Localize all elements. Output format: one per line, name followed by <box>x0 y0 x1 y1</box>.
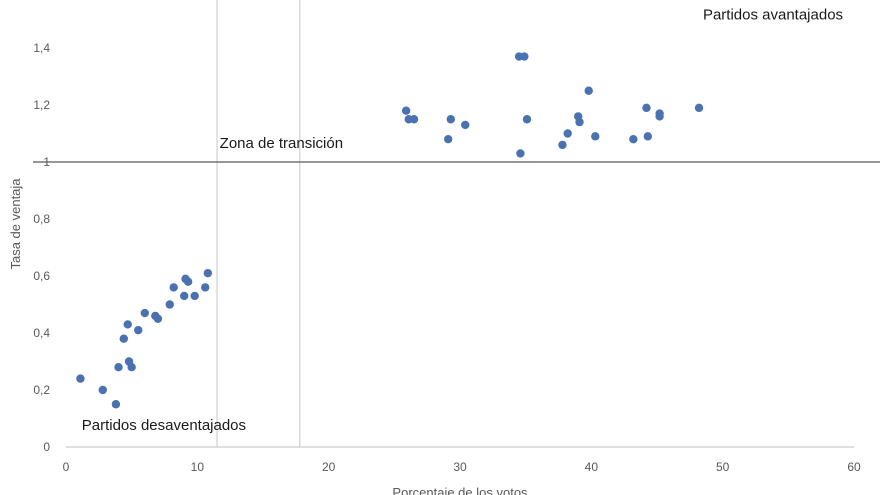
data-point <box>127 363 136 372</box>
data-point <box>203 268 213 278</box>
data-point <box>114 363 123 372</box>
data-point <box>76 374 85 383</box>
x-tick-label: 10 <box>191 460 205 474</box>
data-point <box>183 277 193 286</box>
data-point <box>520 52 529 61</box>
data-point <box>169 283 178 292</box>
data-point <box>190 291 199 301</box>
y-tick-label: 1,2 <box>33 98 50 112</box>
annotation-3: Partidos desaventajados <box>82 417 246 434</box>
x-axis-ticks: 0 10 20 30 40 50 60 <box>63 460 861 474</box>
data-point <box>591 132 600 141</box>
vertical-divider-lines <box>216 0 301 447</box>
data-point <box>629 135 638 144</box>
data-point <box>584 86 593 95</box>
annotation-1: Partidos avantajados <box>703 7 843 24</box>
data-point <box>655 112 664 121</box>
data-point <box>563 129 572 138</box>
data-point <box>119 334 128 343</box>
x-axis-label: Porcentaje de los votos <box>392 485 528 495</box>
data-point <box>443 135 453 144</box>
data-point <box>575 117 584 127</box>
data-point <box>522 115 532 124</box>
annotations: Partidos avantajados Zona de transición Pa… <box>82 7 843 434</box>
y-tick-label: 0 <box>43 440 50 454</box>
data-point <box>111 400 121 409</box>
data-point <box>165 300 174 309</box>
y-tick-label: 0,4 <box>33 326 50 340</box>
data-point <box>446 115 456 124</box>
y-tick-label: 1,4 <box>33 41 50 55</box>
x-tick-label: 60 <box>847 460 861 474</box>
annotation-2: Zona de transición <box>220 135 343 152</box>
data-points <box>76 52 704 409</box>
data-point <box>180 291 189 301</box>
x-tick-label: 40 <box>585 460 599 474</box>
data-point <box>401 106 411 115</box>
y-tick-label: 1 <box>43 155 50 169</box>
x-tick-label: 0 <box>63 460 70 474</box>
x-tick-label: 20 <box>322 460 336 474</box>
data-point <box>153 314 163 323</box>
data-point <box>98 385 107 395</box>
data-point <box>123 320 132 329</box>
data-point <box>409 115 419 124</box>
y-axis-label: Tasa de ventaja <box>8 178 23 270</box>
y-tick-label: 0,6 <box>33 269 50 283</box>
data-point <box>140 308 149 318</box>
y-tick-label: 0,8 <box>33 212 50 226</box>
data-point <box>201 283 210 292</box>
data-point <box>642 103 651 113</box>
data-point <box>643 132 653 141</box>
data-point <box>558 140 567 150</box>
y-tick-label: 0,2 <box>33 383 50 397</box>
y-axis-ticks: 00,20,40,60,811,21,41,6 <box>33 41 50 454</box>
data-point <box>516 149 525 158</box>
data-point <box>134 325 143 335</box>
x-tick-label: 30 <box>453 460 467 474</box>
x-tick-label: 50 <box>716 460 730 474</box>
data-point <box>694 103 704 113</box>
data-point <box>461 120 470 130</box>
